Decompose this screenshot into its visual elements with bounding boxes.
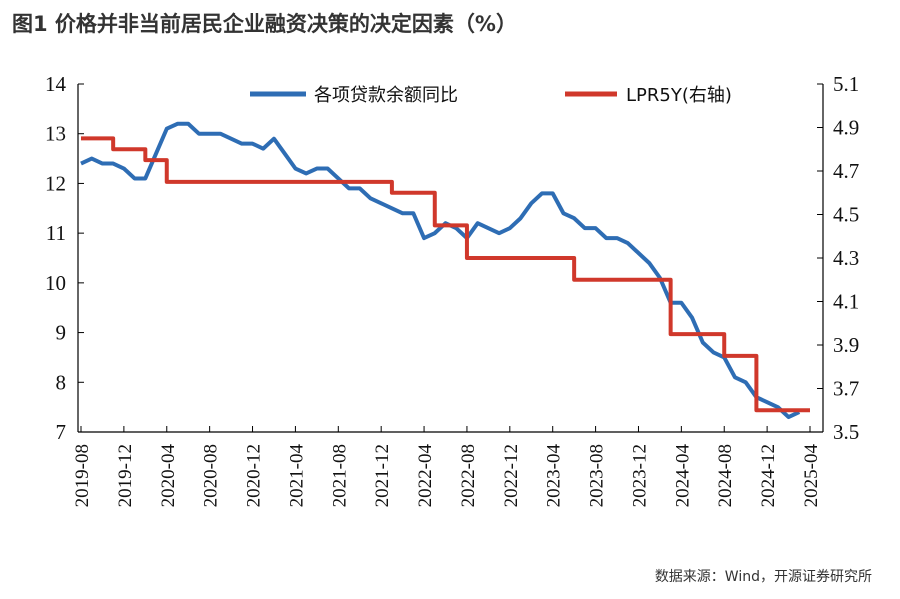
left-tick-label: 12: [45, 171, 66, 195]
x-tick-label: 2022-04: [415, 444, 436, 508]
x-tick-label: 2023-12: [629, 444, 650, 507]
left-tick-label: 7: [56, 420, 67, 444]
ticks-layer: 14 13 12 11 10 9 8 7 5.1 4.9 4.7 4.5 4.3 4.1 3.9 3.7 3.5…: [45, 72, 859, 507]
source-note: 数据来源：Wind，开源证券研究所: [654, 569, 872, 585]
right-tick-label: 3.9: [833, 333, 859, 357]
right-tick-label: 4.5: [833, 203, 859, 227]
x-tick-label: 2022-12: [501, 444, 522, 507]
series-layer: [80, 121, 810, 420]
left-tick-label: 9: [56, 321, 67, 345]
x-tick-label: 2023-04: [544, 444, 565, 508]
x-tick-label: 2022-08: [458, 444, 479, 507]
x-tick-label: 2019-12: [115, 444, 136, 507]
legend-label: 各项贷款余额同比: [314, 85, 458, 106]
x-tick-label: 2025-04: [801, 444, 822, 508]
right-tick-label: 4.3: [833, 246, 859, 270]
x-tick-label: 2024-12: [758, 444, 779, 507]
right-tick-label: 4.1: [833, 290, 859, 314]
series-line-lpr5y: [81, 136, 810, 413]
right-tick-label: 3.5: [833, 420, 859, 444]
x-tick-label: 2020-12: [244, 444, 265, 507]
series-line-loan-growth: [80, 121, 801, 420]
x-tick-label: 2024-04: [672, 444, 693, 508]
right-tick-label: 4.9: [833, 116, 859, 140]
x-tick-label: 2021-08: [329, 444, 350, 507]
x-tick-label: 2021-04: [286, 444, 307, 508]
right-tick-label: 4.7: [833, 159, 859, 183]
left-tick-label: 13: [45, 122, 66, 146]
x-tick-label: 2021-12: [372, 444, 393, 507]
left-tick-label: 8: [56, 370, 67, 394]
legend-label: LPR5Y(右轴): [626, 85, 732, 106]
x-tick-label: 2023-08: [587, 444, 608, 507]
x-tick-label: 2020-04: [158, 444, 179, 508]
right-tick-label: 3.7: [833, 377, 859, 401]
chart-title: 图1 价格并非当前居民企业融资决策的决定因素（%）: [12, 12, 517, 36]
legend: 各项贷款余额同比 LPR5Y(右轴): [250, 85, 732, 106]
x-tick-label: 2020-08: [201, 444, 222, 507]
x-tick-label: 2024-08: [715, 444, 736, 507]
right-tick-label: 5.1: [833, 72, 859, 96]
x-tick-label: 2019-08: [72, 444, 93, 507]
left-tick-label: 10: [45, 271, 66, 295]
axes: [77, 83, 824, 433]
left-tick-label: 11: [46, 221, 66, 245]
left-tick-label: 14: [45, 72, 67, 96]
